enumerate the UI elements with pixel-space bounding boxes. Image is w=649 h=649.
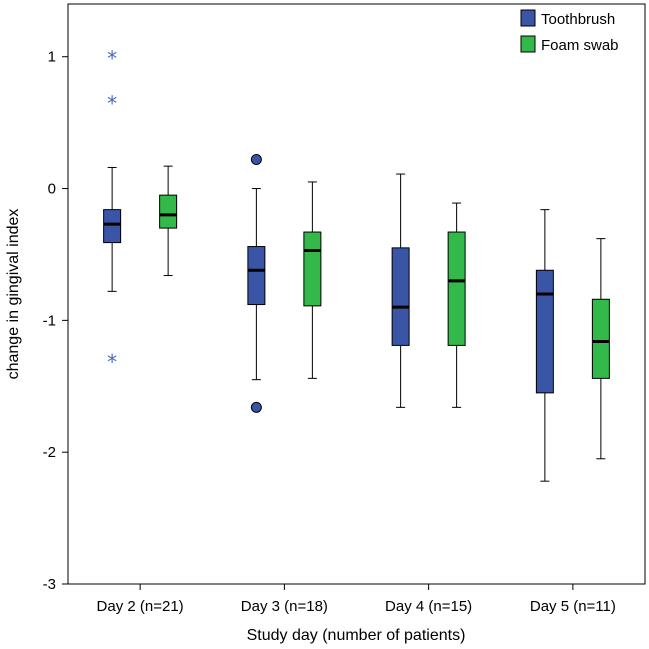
box — [303, 181, 322, 379]
outlier-extreme: * — [107, 92, 117, 116]
y-axis: 1 0 -1 -2 -3 — [43, 49, 68, 593]
box — [247, 154, 266, 413]
box — [591, 238, 610, 460]
y-axis-title: change in gingival index — [5, 209, 22, 380]
y-tick-label: 1 — [48, 49, 56, 66]
box-iqr — [159, 194, 178, 229]
box-iqr — [391, 247, 410, 346]
legend-swatch — [520, 35, 536, 53]
x-tick-label: Day 2 (n=21) — [97, 598, 184, 615]
box-iqr — [447, 231, 466, 346]
x-axis-title: Study day (number of patients) — [247, 627, 466, 644]
x-tick-label: Day 5 (n=11) — [530, 598, 616, 615]
box: * * * — [103, 47, 122, 374]
legend-swatch — [520, 9, 536, 27]
box-series: * * * — [103, 47, 610, 482]
y-tick-label: -3 — [43, 576, 56, 593]
y-tick-label: -1 — [43, 312, 56, 329]
box — [391, 173, 410, 408]
x-tick-label: Day 4 (n=15) — [385, 598, 472, 615]
x-axis: Day 2 (n=21) Day 3 (n=18) Day 4 (n=15) Day … — [97, 584, 616, 615]
box-iqr — [247, 246, 266, 306]
legend-label: Foam swab — [541, 37, 619, 54]
x-tick-label: Day 3 (n=18) — [241, 598, 328, 615]
box — [447, 202, 466, 408]
outlier-extreme: * — [107, 47, 117, 71]
box — [535, 209, 554, 482]
box-iqr — [103, 209, 122, 244]
outlier-extreme: * — [107, 350, 117, 374]
box — [159, 165, 178, 277]
legend: Toothbrush Foam swab — [520, 9, 619, 54]
box-iqr — [303, 231, 322, 307]
y-tick-label: -2 — [43, 444, 56, 461]
plot-frame — [67, 3, 646, 585]
outlier-mild — [250, 401, 262, 413]
box-iqr — [591, 298, 610, 379]
outlier-mild — [250, 154, 262, 166]
legend-label: Toothbrush — [541, 11, 615, 28]
y-tick-label: 0 — [48, 181, 56, 198]
box-iqr — [535, 269, 554, 394]
